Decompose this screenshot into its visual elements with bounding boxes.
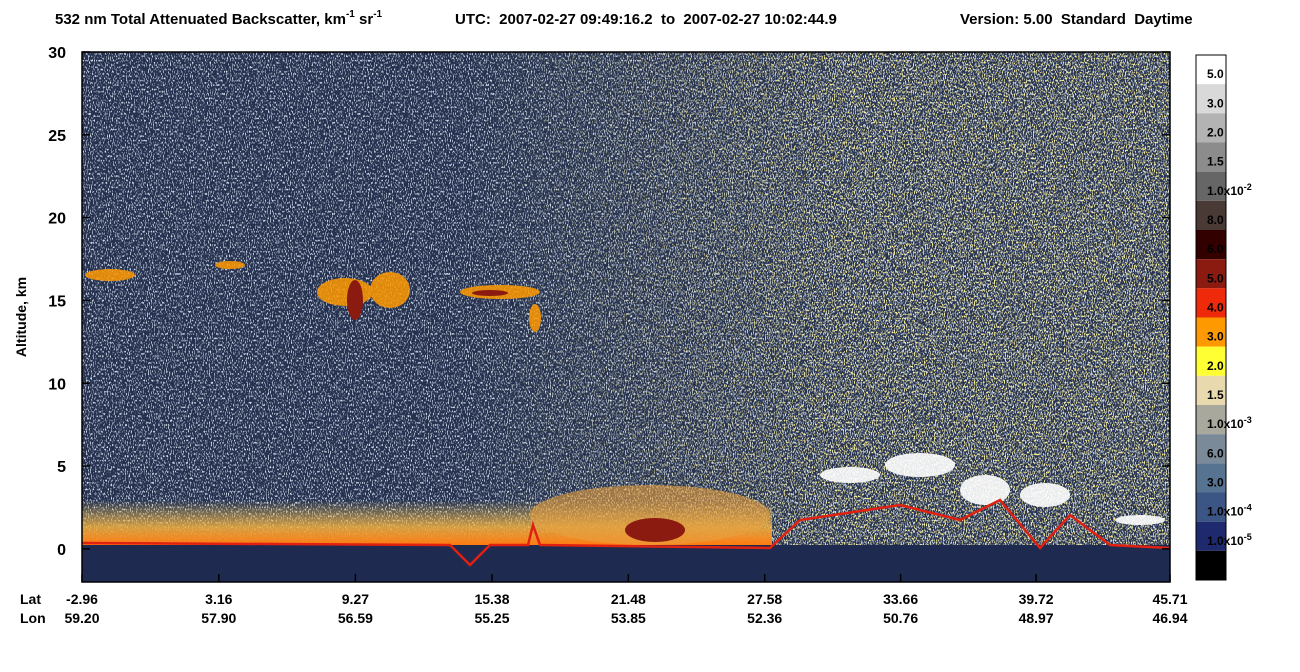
lon-tick-label: 56.59 xyxy=(338,610,373,626)
colorbar-swatch xyxy=(1196,288,1226,318)
colorbar-label-exp: -3 xyxy=(1244,415,1252,425)
lon-tick-label: 48.97 xyxy=(1019,610,1054,626)
backscatter-image xyxy=(82,52,1170,582)
y-tick-label: 30 xyxy=(48,45,66,62)
colorbar-label: 1.0x10-3 xyxy=(1207,415,1252,431)
colorbar-swatch xyxy=(1196,434,1226,464)
colorbar-label-base: 1.0x10 xyxy=(1207,505,1244,519)
x-row-label: Lat xyxy=(20,591,41,607)
x-row-label: Lon xyxy=(20,610,46,626)
lon-tick-label: 50.76 xyxy=(883,610,918,626)
lat-tick-label: 27.58 xyxy=(747,591,782,607)
colorbar-label-exp: -4 xyxy=(1244,503,1252,513)
lon-tick-label: 46.94 xyxy=(1152,610,1187,626)
colorbar-label-base: 1.0x10 xyxy=(1207,417,1244,431)
colorbar-label-exp: -5 xyxy=(1244,532,1252,542)
title-text: 532 nm Total Attenuated Backscatter, km xyxy=(55,11,346,28)
title-sup: -1 xyxy=(373,9,382,20)
colorbar-label: 1.5 xyxy=(1207,155,1224,169)
colorbar-label-base: 1.0x10 xyxy=(1207,534,1244,548)
colorbar-swatch xyxy=(1196,55,1226,85)
lat-tick-label: 15.38 xyxy=(474,591,509,607)
y-tick-label: 10 xyxy=(48,376,66,393)
colorbar-label: 1.0x10-5 xyxy=(1207,532,1252,548)
lat-tick-label: 21.48 xyxy=(611,591,646,607)
aerosol xyxy=(530,485,770,545)
colorbar-label: 3.0 xyxy=(1207,96,1224,110)
y-tick-label: 15 xyxy=(48,293,66,310)
lon-tick-label: 57.90 xyxy=(201,610,236,626)
colorbar-swatch xyxy=(1196,259,1226,289)
colorbar-label: 1.5 xyxy=(1207,388,1224,402)
colorbar-label: 4.0 xyxy=(1207,301,1224,315)
colorbar-swatch xyxy=(1196,521,1226,551)
colorbar-swatch xyxy=(1196,200,1226,230)
colorbar-label: 2.0 xyxy=(1207,126,1224,140)
colorbar-label-base: 1.0x10 xyxy=(1207,184,1244,198)
lat-tick-label: 3.16 xyxy=(205,591,232,607)
colorbar-frame xyxy=(1195,54,1227,581)
aerosol-core xyxy=(625,518,685,542)
lon-tick-label: 55.25 xyxy=(474,610,509,626)
colorbar-label: 1.0x10-2 xyxy=(1207,182,1252,198)
colorbar-label: 8.0 xyxy=(1207,213,1224,227)
colorbar-swatch xyxy=(1196,230,1226,260)
version: Version: 5.00 Standard Daytime xyxy=(960,11,1193,28)
colorbar-swatch xyxy=(1196,492,1226,522)
colorbar-swatch xyxy=(1196,171,1226,201)
y-tick-label: 25 xyxy=(48,128,66,145)
time-range: UTC: 2007-02-27 09:49:16.2 to 2007-02-27… xyxy=(455,11,837,28)
colorbar-label: 3.0 xyxy=(1207,330,1224,344)
colorbar-swatch xyxy=(1196,550,1226,580)
title-text: sr xyxy=(355,11,374,28)
colorbar-swatch xyxy=(1196,317,1226,347)
lat-tick-label: 45.71 xyxy=(1152,591,1187,607)
water-cloud xyxy=(820,453,1165,525)
colorbar-swatch xyxy=(1196,142,1226,172)
subsurface xyxy=(82,545,1170,582)
colorbar-swatch xyxy=(1196,405,1226,435)
colorbar-swatch xyxy=(1196,113,1226,143)
lon-tick-label: 52.36 xyxy=(747,610,782,626)
surface-return xyxy=(82,498,1170,567)
cirrus-core xyxy=(347,280,508,320)
y-axis-title: Altitude, km xyxy=(13,277,29,357)
colorbar-label: 2.0 xyxy=(1207,359,1224,373)
title-sup: -1 xyxy=(346,9,355,20)
lat-tick-label: 39.72 xyxy=(1019,591,1054,607)
colorbar-label: 5.0 xyxy=(1207,67,1224,81)
lon-tick-label: 53.85 xyxy=(611,610,646,626)
colorbar-label: 3.0 xyxy=(1207,476,1224,490)
lat-tick-label: 9.27 xyxy=(342,591,369,607)
lon-tick-label: 59.20 xyxy=(64,610,99,626)
y-tick-label: 20 xyxy=(48,211,66,228)
colorbar-label: 5.0 xyxy=(1207,271,1224,285)
colorbar-swatch xyxy=(1196,84,1226,114)
colorbar-swatch xyxy=(1196,463,1226,493)
lat-tick-label: 33.66 xyxy=(883,591,918,607)
colorbar-swatch xyxy=(1196,346,1226,376)
colorbar-label-exp: -2 xyxy=(1244,182,1252,192)
chart-title: 532 nm Total Attenuated Backscatter, km-… xyxy=(55,9,383,28)
colorbar-label: 1.0x10-4 xyxy=(1207,503,1252,519)
colorbar-label: 6.0 xyxy=(1207,242,1224,256)
lat-tick-label: -2.96 xyxy=(66,591,98,607)
plot-frame xyxy=(81,51,1171,583)
y-tick-label: 0 xyxy=(57,542,66,559)
colorbar-label: 6.0 xyxy=(1207,446,1224,460)
colorbar-swatch xyxy=(1196,375,1226,405)
cirrus xyxy=(85,261,541,332)
y-tick-label: 5 xyxy=(57,459,66,476)
